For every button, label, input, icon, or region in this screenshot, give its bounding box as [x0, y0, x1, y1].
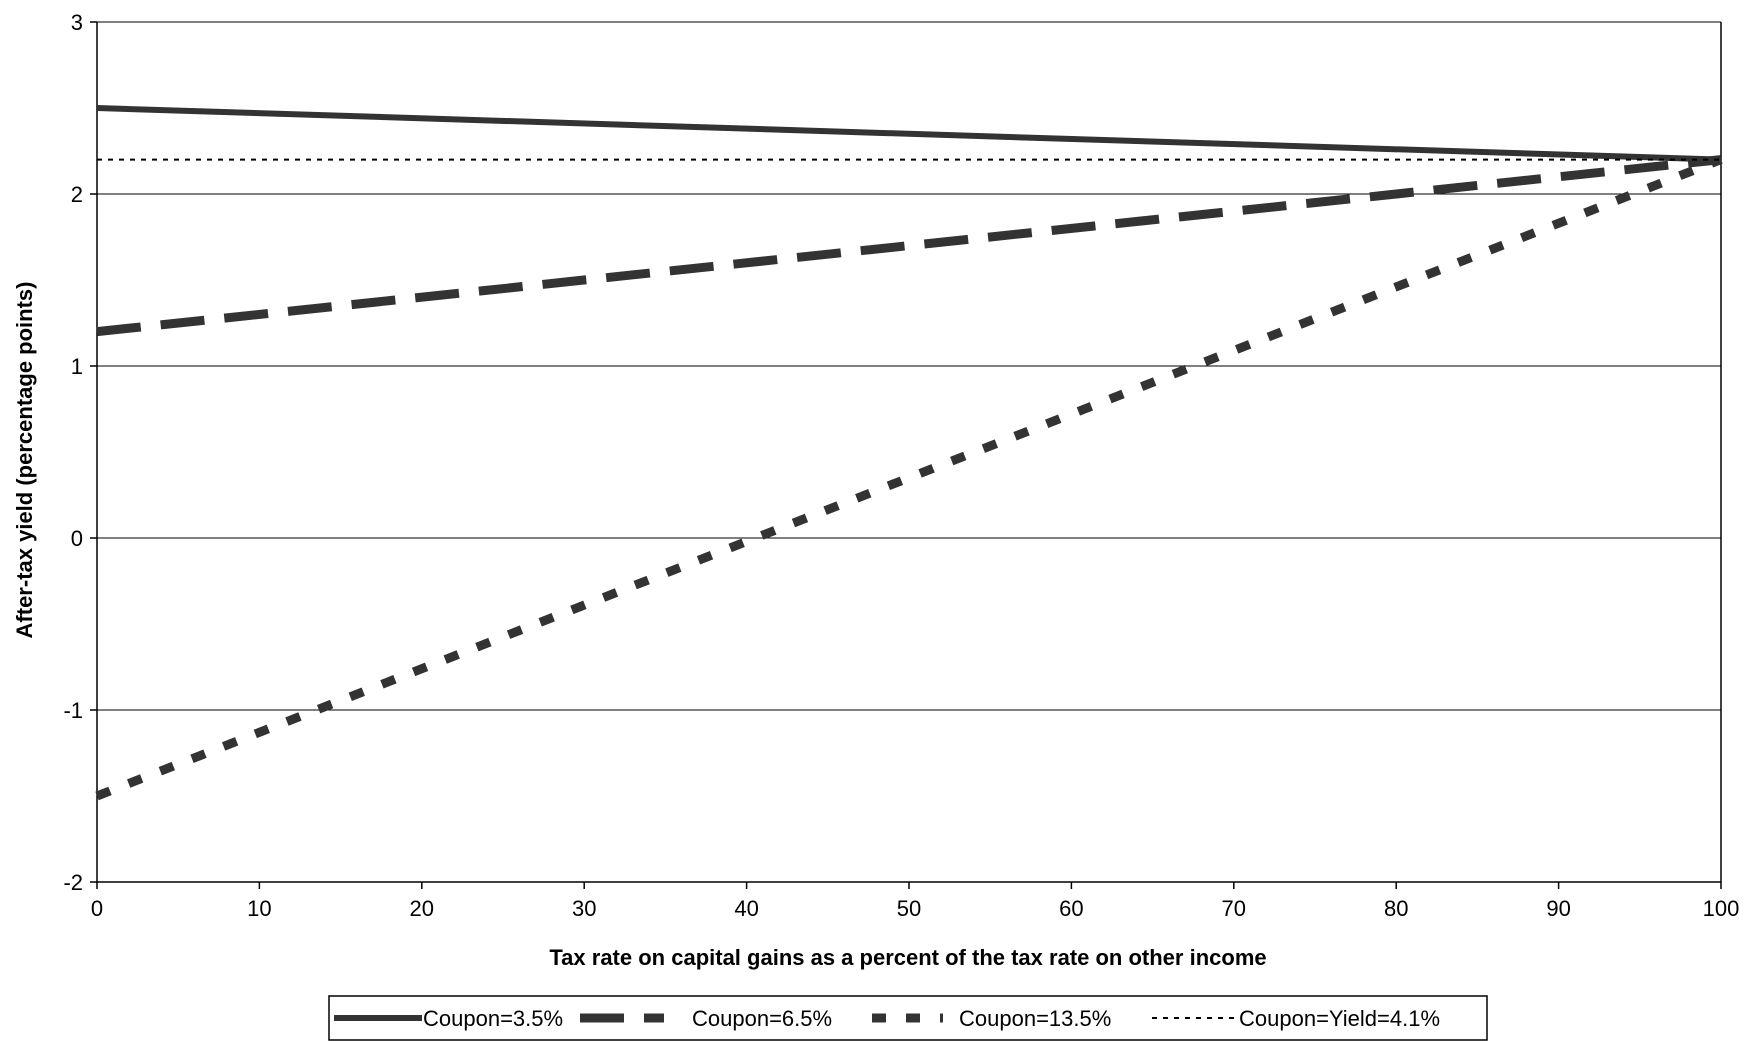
y-tick-label: -1 — [63, 698, 83, 723]
x-tick-label: 100 — [1703, 896, 1740, 921]
series-line-1 — [96, 105, 1722, 163]
series-lines — [95, 105, 1723, 801]
y-tick-label: -2 — [63, 870, 83, 895]
x-tick-label: 40 — [734, 896, 758, 921]
x-tick-label: 60 — [1059, 896, 1083, 921]
series-line-2 — [96, 155, 1722, 337]
x-tick-label: 80 — [1384, 896, 1408, 921]
legend-box — [328, 995, 1488, 1041]
x-tick-label: 20 — [410, 896, 434, 921]
x-axis-title: Tax rate on capital gains as a percent o… — [549, 945, 1266, 970]
y-axis-title: After-tax yield (percentage points) — [12, 282, 37, 639]
x-tick-label: 90 — [1546, 896, 1570, 921]
legend-label-4: Coupon=Yield=4.1% — [1239, 1006, 1440, 1031]
x-tick-label: 70 — [1222, 896, 1246, 921]
y-tick-label: 1 — [71, 354, 83, 379]
x-tick-label: 10 — [247, 896, 271, 921]
series-line-3 — [95, 155, 1723, 801]
y-tick-label: 3 — [71, 10, 83, 35]
legend-label-2: Coupon=6.5% — [692, 1006, 832, 1031]
legend-label-1: Coupon=3.5% — [423, 1006, 563, 1031]
x-tick-label: 0 — [91, 896, 103, 921]
legend-label-3: Coupon=13.5% — [959, 1006, 1111, 1031]
legend: Coupon=3.5% Coupon=6.5% Coupon=13.5% Coupon… — [328, 995, 1488, 1041]
x-tick-label: 50 — [897, 896, 921, 921]
y-tick-label: 2 — [71, 182, 83, 207]
x-tick-label: 30 — [572, 896, 596, 921]
axes — [90, 21, 1722, 889]
y-tick-label: 0 — [71, 526, 83, 551]
